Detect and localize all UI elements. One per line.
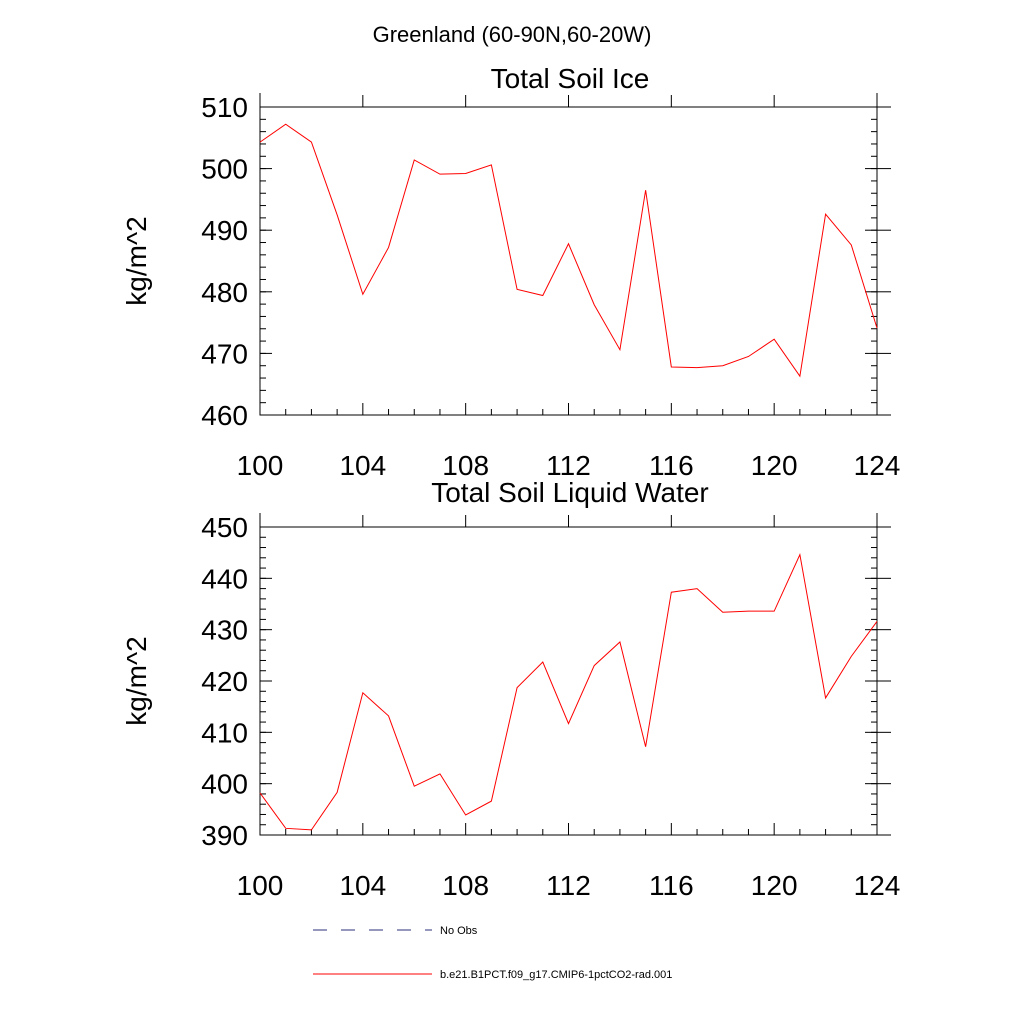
y-tick-label: 390 bbox=[201, 820, 248, 851]
x-tick-label: 112 bbox=[546, 450, 591, 481]
y-tick-label: 480 bbox=[201, 277, 248, 308]
x-tick-label: 100 bbox=[237, 450, 284, 481]
x-tick-label: 108 bbox=[442, 870, 489, 901]
x-tick-label: 112 bbox=[546, 870, 591, 901]
figure-title: Greenland (60-90N,60-20W) bbox=[373, 22, 652, 47]
x-tick-label: 100 bbox=[237, 870, 284, 901]
chart-title: Total Soil Liquid Water bbox=[431, 477, 709, 508]
x-tick-label: 124 bbox=[854, 870, 901, 901]
plot-frame bbox=[259, 526, 878, 836]
chart-title: Total Soil Ice bbox=[491, 63, 650, 94]
x-tick-label: 104 bbox=[339, 450, 386, 481]
y-tick-label: 450 bbox=[201, 512, 248, 543]
x-tick-label: 124 bbox=[854, 450, 901, 481]
x-tick-label: 120 bbox=[751, 870, 798, 901]
y-tick-label: 400 bbox=[201, 769, 248, 800]
panel-total-soil-ice: Total Soil Ice 100 104 108 112 116 120 124 460 4… bbox=[121, 63, 900, 481]
y-axis-label: kg/m^2 bbox=[121, 216, 152, 305]
legend: No Obs b.e21.B1PCT.f09_g17.CMIP6-1pctCO2… bbox=[313, 925, 672, 981]
y-tick-label: 470 bbox=[201, 338, 248, 369]
y-tick-label: 500 bbox=[201, 154, 248, 185]
x-tick-label: 116 bbox=[649, 450, 694, 481]
x-tick-label: 104 bbox=[339, 870, 386, 901]
y-axis-label: kg/m^2 bbox=[121, 636, 152, 725]
y-tick-label: 420 bbox=[201, 666, 248, 697]
x-tick-label: 120 bbox=[751, 450, 798, 481]
x-tick-label: 108 bbox=[442, 450, 489, 481]
y-tick-label: 440 bbox=[201, 563, 248, 594]
y-tick-label: 430 bbox=[201, 615, 248, 646]
x-tick-label: 116 bbox=[649, 870, 694, 901]
y-tick-label: 460 bbox=[201, 400, 248, 431]
panel-total-soil-liquid-water: Total Soil Liquid Water 100 104 108 112 116 1… bbox=[121, 477, 900, 901]
series-line bbox=[259, 553, 878, 831]
series-line bbox=[259, 123, 878, 378]
legend-label-model: b.e21.B1PCT.f09_g17.CMIP6-1pctCO2-rad.00… bbox=[440, 969, 672, 981]
y-tick-label: 490 bbox=[201, 215, 248, 246]
y-tick-label: 410 bbox=[201, 717, 248, 748]
y-tick-label: 510 bbox=[201, 92, 248, 123]
legend-label-obs: No Obs bbox=[440, 925, 478, 937]
